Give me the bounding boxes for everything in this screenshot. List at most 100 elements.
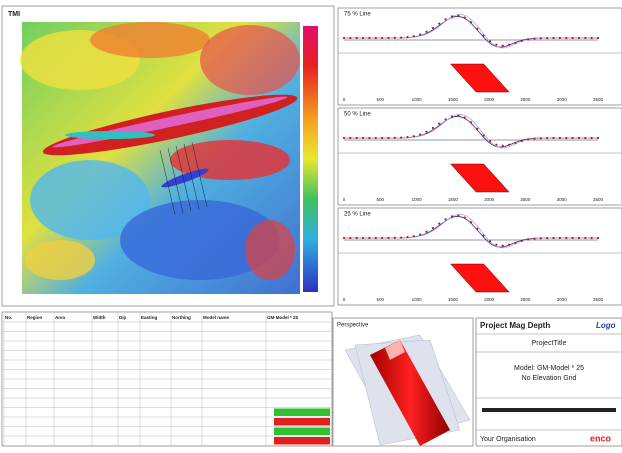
observed-point	[552, 36, 555, 40]
observed-point	[577, 136, 581, 140]
observed-point	[546, 136, 549, 140]
observed-point	[476, 27, 479, 30]
observed-point	[482, 34, 485, 37]
observed-point	[584, 36, 587, 40]
observed-point	[438, 22, 441, 25]
observed-point	[501, 144, 504, 147]
model-name: Model: GM-Model * 25	[514, 365, 584, 372]
status-cell	[274, 427, 330, 435]
profile-axis-label: 1500	[448, 297, 459, 302]
observed-point	[539, 37, 542, 40]
observed-point	[558, 236, 562, 240]
profile-axis-label: 3000	[557, 197, 568, 202]
observed-point	[374, 136, 377, 140]
table-header: Model name	[203, 315, 230, 320]
model-curve	[344, 114, 598, 149]
observed-point	[527, 138, 530, 141]
observed-point	[463, 116, 466, 119]
observed-point	[520, 239, 523, 242]
observed-point	[469, 21, 473, 24]
observed-point	[596, 236, 600, 240]
observed-point	[457, 114, 460, 117]
profile-axis-label: 500	[377, 197, 385, 202]
observed-point	[355, 236, 358, 240]
observed-point	[508, 243, 511, 246]
observed-point	[444, 118, 447, 121]
model-body	[450, 163, 510, 193]
observed-point	[342, 236, 346, 240]
profile-axis-label: 2500	[520, 197, 531, 202]
observed-point	[425, 230, 428, 233]
observed-point	[355, 36, 358, 40]
title-block	[475, 317, 622, 447]
observed-point	[508, 43, 511, 46]
status-cell	[274, 408, 330, 416]
observed-point	[552, 136, 555, 140]
table-header: Region	[27, 315, 43, 320]
profile-axis-label: 2000	[484, 97, 495, 102]
observed-point	[463, 16, 466, 19]
observed-point	[558, 136, 562, 140]
table-header: GM-Model * 25	[267, 315, 299, 320]
observed-point	[495, 43, 498, 46]
observed-point	[584, 136, 587, 140]
observed-point	[571, 236, 574, 240]
observed-point	[361, 36, 365, 40]
profile-axis-label: 1000	[412, 297, 423, 302]
observed-point	[393, 236, 396, 239]
observed-point	[368, 236, 371, 240]
profile-axis-label: 500	[377, 97, 385, 102]
observed-point	[387, 36, 390, 40]
profile-axis-label: 3000	[557, 297, 568, 302]
color-bar	[303, 26, 318, 292]
profile-axis-label: 1500	[448, 97, 459, 102]
observed-point	[431, 26, 434, 30]
observed-point	[533, 137, 536, 140]
observed-point	[590, 136, 593, 140]
observed-point	[349, 136, 352, 140]
observed-point	[444, 218, 447, 221]
observed-point	[450, 115, 454, 118]
observed-point	[565, 36, 568, 40]
observed-point	[393, 36, 396, 39]
observed-point	[476, 127, 479, 130]
observed-point	[450, 15, 454, 18]
observed-point	[450, 215, 454, 218]
profile-axis-label: 3500	[593, 297, 604, 302]
profile-axis-label: 1500	[448, 197, 459, 202]
map-image	[20, 22, 300, 294]
parameter-table: No. Region Area Width Dip Easting Northing Mode…	[3, 313, 331, 446]
observed-point	[514, 41, 517, 44]
profile-axis-label: 2000	[484, 297, 495, 302]
profile-axis-label: 0	[343, 197, 346, 202]
observed-point	[368, 136, 371, 140]
observed-point	[406, 236, 409, 239]
profile-axis-label: 2500	[520, 297, 531, 302]
observed-point	[419, 133, 422, 136]
observed-point	[571, 36, 574, 40]
observed-point	[361, 136, 365, 140]
perspective-title: Perspective	[337, 323, 369, 329]
observed-point	[342, 136, 346, 140]
table-header: No.	[5, 315, 12, 320]
observed-point	[565, 136, 568, 140]
model-curve	[344, 14, 598, 49]
observed-point	[546, 36, 549, 40]
observed-point	[514, 241, 517, 244]
table-header: Area	[55, 315, 66, 320]
observed-point	[495, 243, 498, 246]
observed-point	[488, 240, 492, 243]
observed-point	[438, 222, 441, 225]
profile-axis-label: 1000	[412, 97, 423, 102]
observed-point	[400, 236, 403, 239]
observed-point	[361, 236, 365, 240]
observed-point	[508, 143, 511, 146]
observed-point	[387, 136, 390, 140]
observed-point	[501, 244, 504, 247]
observed-point	[577, 36, 581, 40]
profiles: 75 % Line 0 500 1000 1500 2000 2500 3000 3500 50 …	[337, 7, 622, 306]
observed-point	[463, 216, 466, 219]
observed-point	[488, 140, 492, 143]
status-cell	[274, 437, 330, 445]
